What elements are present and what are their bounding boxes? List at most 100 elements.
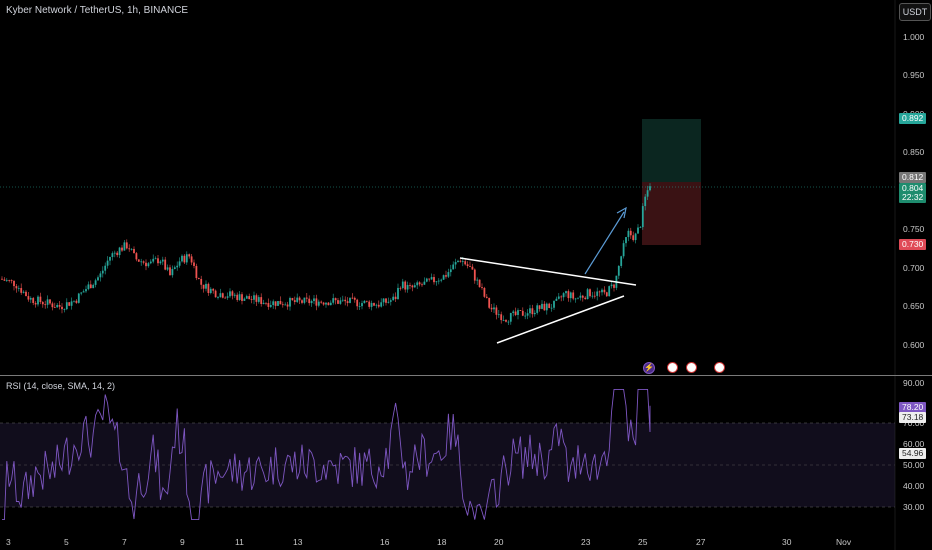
candle-body — [332, 298, 335, 303]
candle-body — [392, 296, 395, 301]
target-price-tag: 0.892 — [899, 113, 927, 124]
candle-body — [44, 304, 47, 306]
candle-body — [334, 298, 337, 301]
candle-body — [610, 284, 613, 287]
candle-body — [37, 296, 39, 305]
candle-body — [121, 247, 123, 251]
candle-body — [363, 300, 366, 304]
symbol-title: Kyber Network / TetherUS, 1h, BINANCE — [6, 5, 189, 16]
candle-body — [123, 242, 126, 251]
flash-icon[interactable]: ⚡ — [643, 362, 655, 374]
candle-body — [521, 310, 524, 316]
candle-body — [389, 300, 392, 302]
candle-body — [543, 303, 546, 311]
candle-body — [471, 266, 474, 270]
rsi-tick: 30.00 — [903, 502, 925, 512]
price-tick: 0.850 — [903, 147, 925, 157]
candle-body — [116, 252, 119, 256]
candle-body — [22, 291, 25, 293]
candle-body — [380, 302, 383, 307]
rsi-tick: 70.00 — [903, 418, 925, 428]
candle-body — [649, 186, 651, 191]
candle-body — [569, 292, 572, 299]
time-tick: Nov — [836, 537, 852, 547]
candle-body — [233, 294, 236, 296]
time-tick: 5 — [64, 537, 69, 547]
candle-body — [109, 257, 111, 261]
candle-body — [202, 284, 205, 289]
candle-body — [159, 261, 162, 264]
candle-body — [500, 314, 503, 321]
candle-body — [173, 267, 176, 269]
candle-body — [423, 281, 426, 285]
economic-event-icon[interactable] — [714, 362, 725, 373]
candle-body — [113, 252, 116, 254]
candle-body — [598, 291, 601, 293]
candle-body — [514, 311, 517, 315]
candle-body — [584, 297, 587, 300]
candle-body — [608, 286, 611, 297]
rsi-tick: 40.00 — [903, 481, 925, 491]
candle-body — [197, 278, 200, 279]
candle-body — [555, 298, 558, 301]
candle-body — [538, 305, 541, 309]
candle-body — [315, 298, 318, 306]
candle-body — [193, 262, 195, 266]
candle-body — [15, 286, 18, 289]
candle-body — [82, 291, 85, 293]
candle-body — [128, 248, 131, 250]
rsi-tick: 90.00 — [903, 378, 925, 388]
currency-button[interactable]: USDT — [899, 3, 931, 21]
price-tick: 0.700 — [903, 263, 925, 273]
candle-body — [377, 304, 380, 307]
candle-body — [593, 295, 596, 297]
candle-body — [639, 227, 642, 228]
candle-body — [445, 275, 447, 277]
candle-body — [430, 277, 433, 280]
candle-body — [442, 275, 445, 280]
candle-body — [325, 302, 327, 305]
rsi-mid-tag: 54.96 — [899, 448, 927, 459]
candle-body — [298, 297, 301, 301]
candle-body — [529, 308, 531, 314]
price-tick: 1.000 — [903, 32, 925, 42]
candle-body — [221, 293, 224, 298]
candle-body — [457, 260, 459, 263]
candle-body — [322, 302, 325, 305]
candle-body — [301, 300, 303, 303]
candle-body — [250, 299, 253, 300]
candle-body — [577, 297, 579, 299]
candle-body — [344, 299, 347, 302]
candle-body — [349, 297, 351, 303]
candle-body — [73, 300, 75, 302]
candle-body — [512, 311, 515, 313]
candle-body — [548, 303, 551, 309]
candle-body — [394, 296, 397, 300]
candle-body — [68, 302, 71, 306]
candle-body — [248, 296, 251, 300]
candle-body — [428, 278, 431, 280]
pane-separator[interactable] — [0, 375, 932, 376]
candle-body — [397, 287, 399, 300]
candle-body — [238, 294, 241, 300]
economic-event-icon[interactable] — [667, 362, 678, 373]
candle-body — [154, 258, 157, 260]
candle-body — [557, 296, 560, 299]
candle-body — [214, 290, 217, 298]
candle-body — [625, 237, 627, 244]
candle-body — [637, 227, 639, 234]
candle-body — [404, 281, 407, 290]
candle-body — [466, 264, 469, 266]
candle-body — [161, 259, 164, 262]
candle-body — [310, 301, 313, 304]
candle-body — [579, 295, 582, 298]
time-tick: 23 — [581, 537, 591, 547]
candle-body — [622, 243, 625, 257]
economic-event-icon[interactable] — [686, 362, 697, 373]
candle-body — [272, 301, 275, 306]
arrow-head — [616, 206, 627, 219]
candle-body — [245, 296, 248, 299]
candle-body — [505, 319, 507, 322]
rsi-indicator-label[interactable]: RSI (14, close, SMA, 14, 2) — [6, 381, 116, 391]
